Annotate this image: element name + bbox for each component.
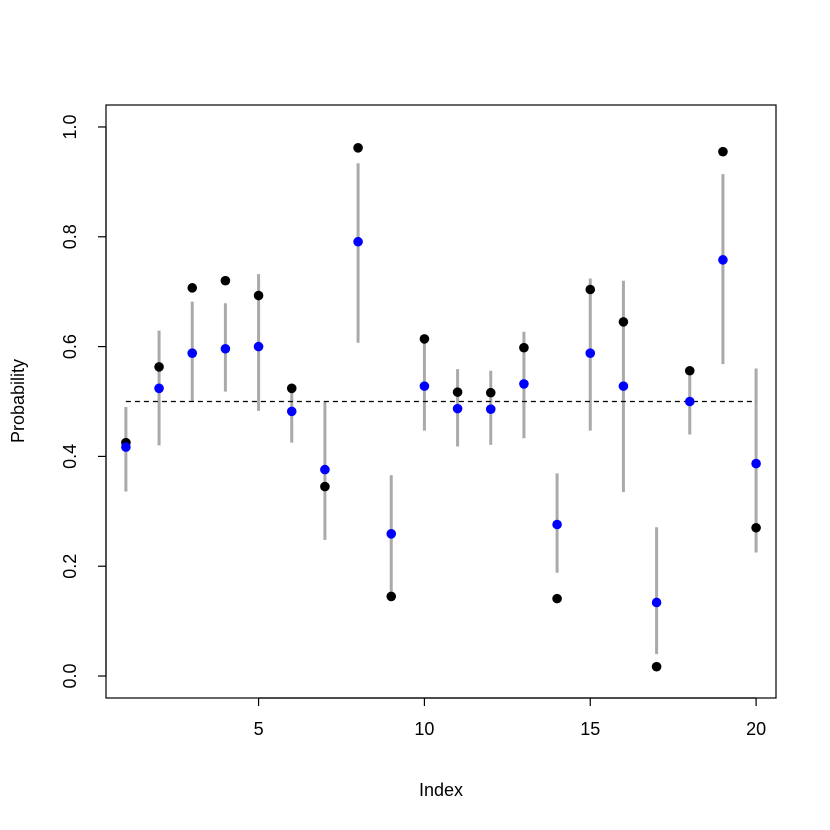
data-point-series-1	[485, 387, 496, 398]
y-tick-label: 0.4	[60, 444, 80, 469]
data-point-series-1	[154, 362, 164, 372]
x-tick-label: 15	[580, 719, 600, 739]
x-tick-label: 5	[254, 719, 264, 739]
data-point-series-2	[618, 381, 629, 391]
data-point-series-1	[286, 383, 297, 394]
y-tick-label: 0.6	[60, 334, 80, 359]
data-point-series-1	[220, 275, 231, 286]
data-point-series-2	[253, 341, 264, 352]
data-point-series-1	[452, 387, 463, 397]
data-point-series-1	[187, 283, 198, 293]
data-point-series-2	[485, 404, 496, 414]
data-point-series-2	[320, 464, 330, 475]
data-point-series-2	[187, 348, 198, 358]
data-point-series-2	[286, 406, 297, 417]
data-point-series-1	[618, 317, 629, 327]
data-point-series-1	[684, 365, 695, 376]
data-point-series-2	[386, 529, 397, 539]
data-point-series-2	[519, 379, 529, 389]
data-point-series-2	[154, 383, 164, 394]
data-point-series-2	[353, 236, 363, 247]
data-point-series-1	[419, 334, 430, 344]
data-point-series-2	[552, 519, 562, 530]
x-tick-label: 10	[414, 719, 434, 739]
x-axis-label: Index	[419, 780, 463, 800]
y-tick-label: 1.0	[60, 114, 80, 139]
data-point-series-2	[585, 348, 596, 358]
data-point-series-1	[320, 481, 330, 492]
data-point-series-2	[651, 597, 662, 608]
data-point-series-2	[452, 403, 463, 414]
x-axis: 5 10 15 20	[254, 697, 766, 739]
points-layer	[121, 143, 761, 672]
data-point-series-1	[585, 284, 596, 295]
y-axis-label: Probability	[8, 359, 28, 443]
data-point-series-2	[684, 396, 695, 407]
data-point-series-1	[519, 342, 529, 353]
data-point-series-1	[552, 593, 562, 604]
data-point-series-2	[751, 458, 761, 469]
data-point-series-1	[386, 591, 397, 602]
y-tick-label: 0.8	[60, 224, 80, 249]
data-point-series-1	[751, 522, 761, 533]
data-point-series-2	[419, 381, 430, 391]
y-tick-label: 0.0	[60, 664, 80, 689]
data-point-series-1	[353, 143, 363, 153]
y-axis: 0.0 0.2 0.4 0.6 0.8 1.0	[60, 114, 107, 689]
y-tick-label: 0.2	[60, 554, 80, 579]
data-point-series-1	[718, 146, 728, 157]
x-tick-label: 20	[746, 719, 766, 739]
data-point-series-2	[220, 343, 231, 354]
data-point-series-2	[718, 255, 728, 265]
data-point-series-1	[253, 290, 264, 301]
data-point-series-1	[651, 661, 662, 672]
data-point-series-2	[121, 442, 131, 452]
